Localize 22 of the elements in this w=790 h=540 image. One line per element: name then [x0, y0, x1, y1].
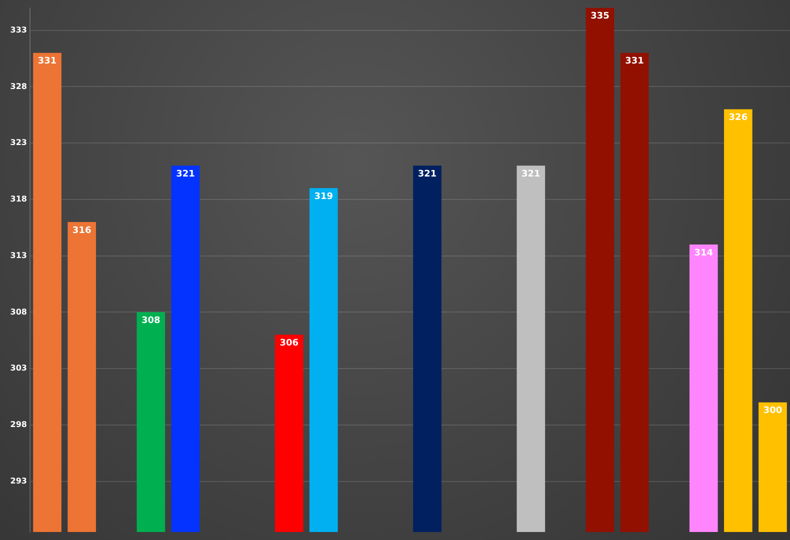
- data-label: 331: [38, 56, 57, 67]
- y-tick-label: 298: [10, 420, 28, 429]
- y-tick-label: 308: [10, 307, 28, 316]
- data-label: 331: [625, 56, 644, 67]
- data-label: 321: [418, 169, 437, 180]
- y-tick-label: 333: [10, 25, 27, 34]
- y-tick-label: 328: [10, 82, 28, 91]
- y-tick-label: 323: [10, 138, 27, 148]
- data-label: 335: [590, 12, 610, 22]
- data-label: 308: [142, 316, 160, 326]
- y-tick-label: 293: [10, 476, 27, 486]
- data-label: 306: [280, 338, 298, 349]
- data-label: 326: [728, 113, 748, 124]
- data-label: 314: [694, 248, 714, 258]
- y-tick-label: 318: [10, 194, 28, 204]
- data-label: 321: [176, 169, 195, 180]
- y-tick-label: 313: [10, 250, 27, 260]
- y-tick-label: 303: [10, 364, 27, 373]
- data-label: 319: [314, 192, 334, 202]
- data-label: 321: [522, 169, 540, 180]
- data-label: 316: [72, 226, 92, 236]
- data-label: 300: [763, 406, 782, 416]
